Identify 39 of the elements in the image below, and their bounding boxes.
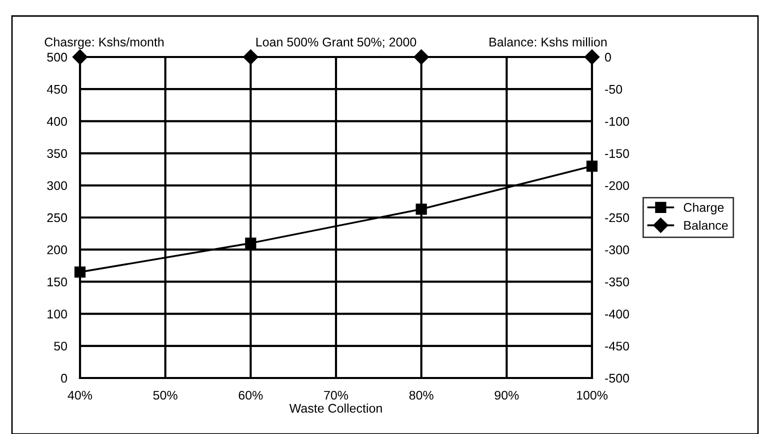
x-tick-label: 70% xyxy=(324,390,348,400)
y-axis-title: Chasrge: Kshs/month xyxy=(44,37,164,49)
y2-tick-label: -300 xyxy=(605,245,630,254)
y-tick-label: 300 xyxy=(47,181,68,190)
point xyxy=(586,160,598,172)
point xyxy=(416,204,427,215)
y2-tick-label: -150 xyxy=(605,149,630,158)
y2-tick-label: -450 xyxy=(605,342,630,351)
x-tick-label: 90% xyxy=(494,390,519,400)
y2-tick-label: -500 xyxy=(605,374,630,383)
y-tick-label: 200 xyxy=(47,245,68,254)
y-tick-label: 0 xyxy=(61,374,68,383)
y2-tick-label: 0 xyxy=(604,52,611,62)
x-tick-label: 40% xyxy=(68,390,92,400)
point xyxy=(74,266,86,278)
y2-tick-label: -400 xyxy=(605,310,630,318)
legend-label: Charge xyxy=(684,202,724,214)
y-tick-label: 350 xyxy=(47,149,68,158)
y-tick-label: 400 xyxy=(46,117,68,126)
legend-label: Balance xyxy=(684,220,728,230)
x-tick-label: 50% xyxy=(153,390,178,400)
x-tick-label: 80% xyxy=(409,390,434,400)
y-tick-label: 250 xyxy=(47,213,68,222)
y-tick-label: 100 xyxy=(48,310,68,318)
chart-title: Loan 500% Grant 50%; 2000 xyxy=(256,38,416,48)
x-tick-label: 100% xyxy=(576,390,608,400)
y2-tick-label: -50 xyxy=(605,84,622,94)
x-axis-title: Waste Collection xyxy=(289,404,382,413)
y2-tick-label: -350 xyxy=(605,278,630,286)
y-tick-label: 150 xyxy=(48,278,68,286)
y-tick-label: 50 xyxy=(54,342,68,351)
y-tick-label: 500 xyxy=(47,52,68,62)
y2-tick-label: -250 xyxy=(605,213,630,222)
y-tick-label: 450 xyxy=(46,84,68,94)
point xyxy=(245,238,256,249)
y2-tick-label: -200 xyxy=(605,181,630,190)
y2-tick-label: -100 xyxy=(605,117,630,126)
x-tick-label: 60% xyxy=(238,390,263,400)
y2-axis-title: Balance: Kshs million xyxy=(490,37,607,47)
